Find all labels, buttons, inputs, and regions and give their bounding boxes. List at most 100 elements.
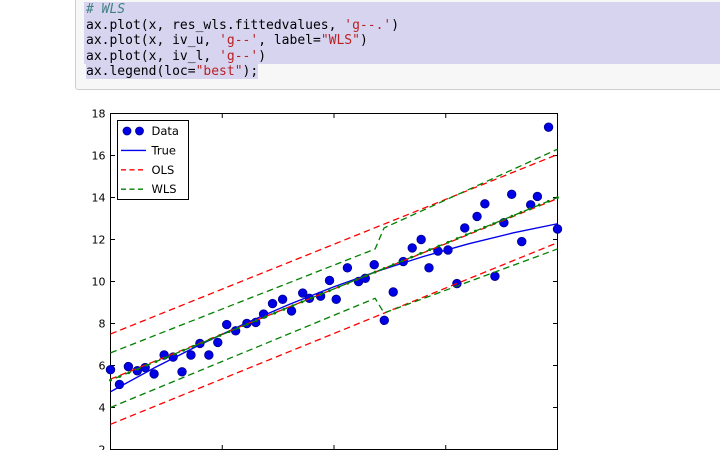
fit-marker-dot: [537, 203, 541, 207]
data-point: [379, 315, 389, 326]
fit-marker-dot: [282, 307, 286, 311]
fit-marker-dot: [109, 378, 112, 382]
fit-marker-dot: [337, 285, 340, 289]
series-line: [110, 248, 558, 409]
series-line: [110, 153, 558, 335]
line-series-wls-lower: [110, 248, 558, 409]
series-line: [110, 148, 558, 354]
y-tick-label: 4: [99, 402, 106, 415]
legend: Data True OLS WLS: [117, 120, 189, 200]
fit-marker-dot: [191, 345, 195, 349]
data-point: [222, 319, 232, 330]
fit-marker-dot: [546, 199, 550, 203]
fit-marker-dot: [145, 363, 149, 367]
fit-marker-dot: [163, 356, 167, 360]
series-line: [110, 197, 558, 380]
fit-marker-dot: [455, 237, 459, 240]
data-point: [177, 367, 187, 377]
fit-marker-dot: [318, 293, 322, 296]
y-tick-label: 6: [99, 360, 106, 373]
data-point: [123, 361, 134, 372]
fit-marker-dot: [291, 304, 295, 308]
code-token-plain: ax.plot(x, iv_u,: [86, 33, 220, 48]
data-point: [298, 288, 308, 298]
legend-label: True: [151, 143, 176, 157]
y-tick-label: 8: [99, 318, 106, 331]
fit-marker-dot: [437, 244, 441, 248]
fit-marker-dot: [273, 311, 277, 315]
code-lines[interactable]: # WLS ax.plot(x, res_wls.fittedvalues, 'g…: [84, 2, 720, 80]
line-series-ols-upper: [110, 153, 558, 335]
series-line: [110, 242, 558, 425]
code-token-plain: ): [359, 33, 368, 48]
fit-marker-dot: [218, 334, 222, 337]
y-tick-label: 16: [92, 150, 106, 163]
fit-marker-dot: [483, 225, 486, 229]
series-line: [110, 196, 558, 381]
fit-marker-dot: [328, 289, 331, 293]
code-token-plain: ): [258, 48, 267, 64]
y-tick-label: 10: [92, 276, 106, 289]
data-point: [472, 211, 482, 222]
code-token-string: 'g--': [219, 48, 259, 64]
data-point: [543, 122, 554, 132]
code-line[interactable]: ax.plot(x, iv_l, 'g--'): [84, 48, 720, 64]
legend-label: WLS: [152, 182, 177, 196]
fit-marker-dot: [127, 371, 131, 375]
data-point: [416, 234, 426, 245]
code-token-string: 'g--': [219, 33, 259, 48]
data-point: [532, 191, 543, 202]
y-tick-label: 18: [92, 108, 106, 121]
data-point: [204, 350, 214, 360]
data-point: [490, 271, 500, 281]
legend-label: OLS: [152, 163, 175, 177]
line-series-ols-lower: [110, 242, 558, 425]
fit-marker-dot: [510, 214, 514, 218]
line-series-wls-fitted: [109, 196, 559, 382]
code-line[interactable]: ax.plot(x, iv_u, 'g--', label="WLS"): [84, 33, 720, 49]
data-point: [506, 189, 517, 200]
code-token-plain: ax.plot(x, res_wls.fittedvalues,: [86, 17, 345, 33]
line-series-wls-upper: [110, 148, 558, 354]
fit-marker-dot: [118, 375, 122, 378]
fit-marker-dot: [446, 240, 450, 244]
fit-marker-dot: [410, 255, 413, 259]
data-point: [480, 199, 490, 209]
line-series-true: [110, 223, 558, 393]
fit-marker-dot: [136, 367, 140, 371]
fit-marker-dot: [556, 196, 559, 199]
y-tick-label: 12: [92, 234, 106, 247]
code-token-plain: ): [391, 17, 400, 33]
legend-box: [117, 120, 189, 200]
data-point: [213, 337, 223, 348]
code-token-plain: );: [242, 64, 259, 79]
data-point: [105, 365, 116, 375]
data-point: [552, 224, 563, 234]
fit-marker-dot: [355, 278, 359, 281]
code-cell[interactable]: # WLS ax.plot(x, res_wls.fittedvalues, 'g…: [75, 0, 720, 90]
fit-marker-dot: [172, 352, 176, 356]
data-point: [460, 223, 470, 233]
data-point: [277, 294, 288, 305]
fit-marker-dot: [464, 233, 468, 237]
fit-marker-dot: [401, 259, 404, 263]
code-line[interactable]: ax.legend(loc="best");: [84, 64, 720, 80]
fit-marker-dot: [154, 360, 158, 363]
fit-marker-dot: [245, 322, 249, 326]
fit-marker-dot: [492, 222, 496, 226]
fit-marker-dot: [473, 229, 477, 233]
fit-marker-dot: [300, 300, 304, 304]
code-token-plain: ax.legend(loc=: [86, 64, 196, 79]
fit-marker-dot: [264, 315, 267, 319]
legend-marker-dot: [135, 126, 144, 136]
fit-marker-dot: [236, 326, 240, 330]
code-line[interactable]: ax.plot(x, res_wls.fittedvalues, 'g--.'): [84, 17, 720, 33]
data-point: [424, 263, 434, 273]
code-line[interactable]: # WLS: [84, 2, 720, 18]
fit-marker-dot: [501, 218, 505, 222]
code-token-string: "best": [195, 64, 243, 79]
fit-marker-dot: [364, 274, 368, 278]
data-point: [517, 236, 527, 247]
